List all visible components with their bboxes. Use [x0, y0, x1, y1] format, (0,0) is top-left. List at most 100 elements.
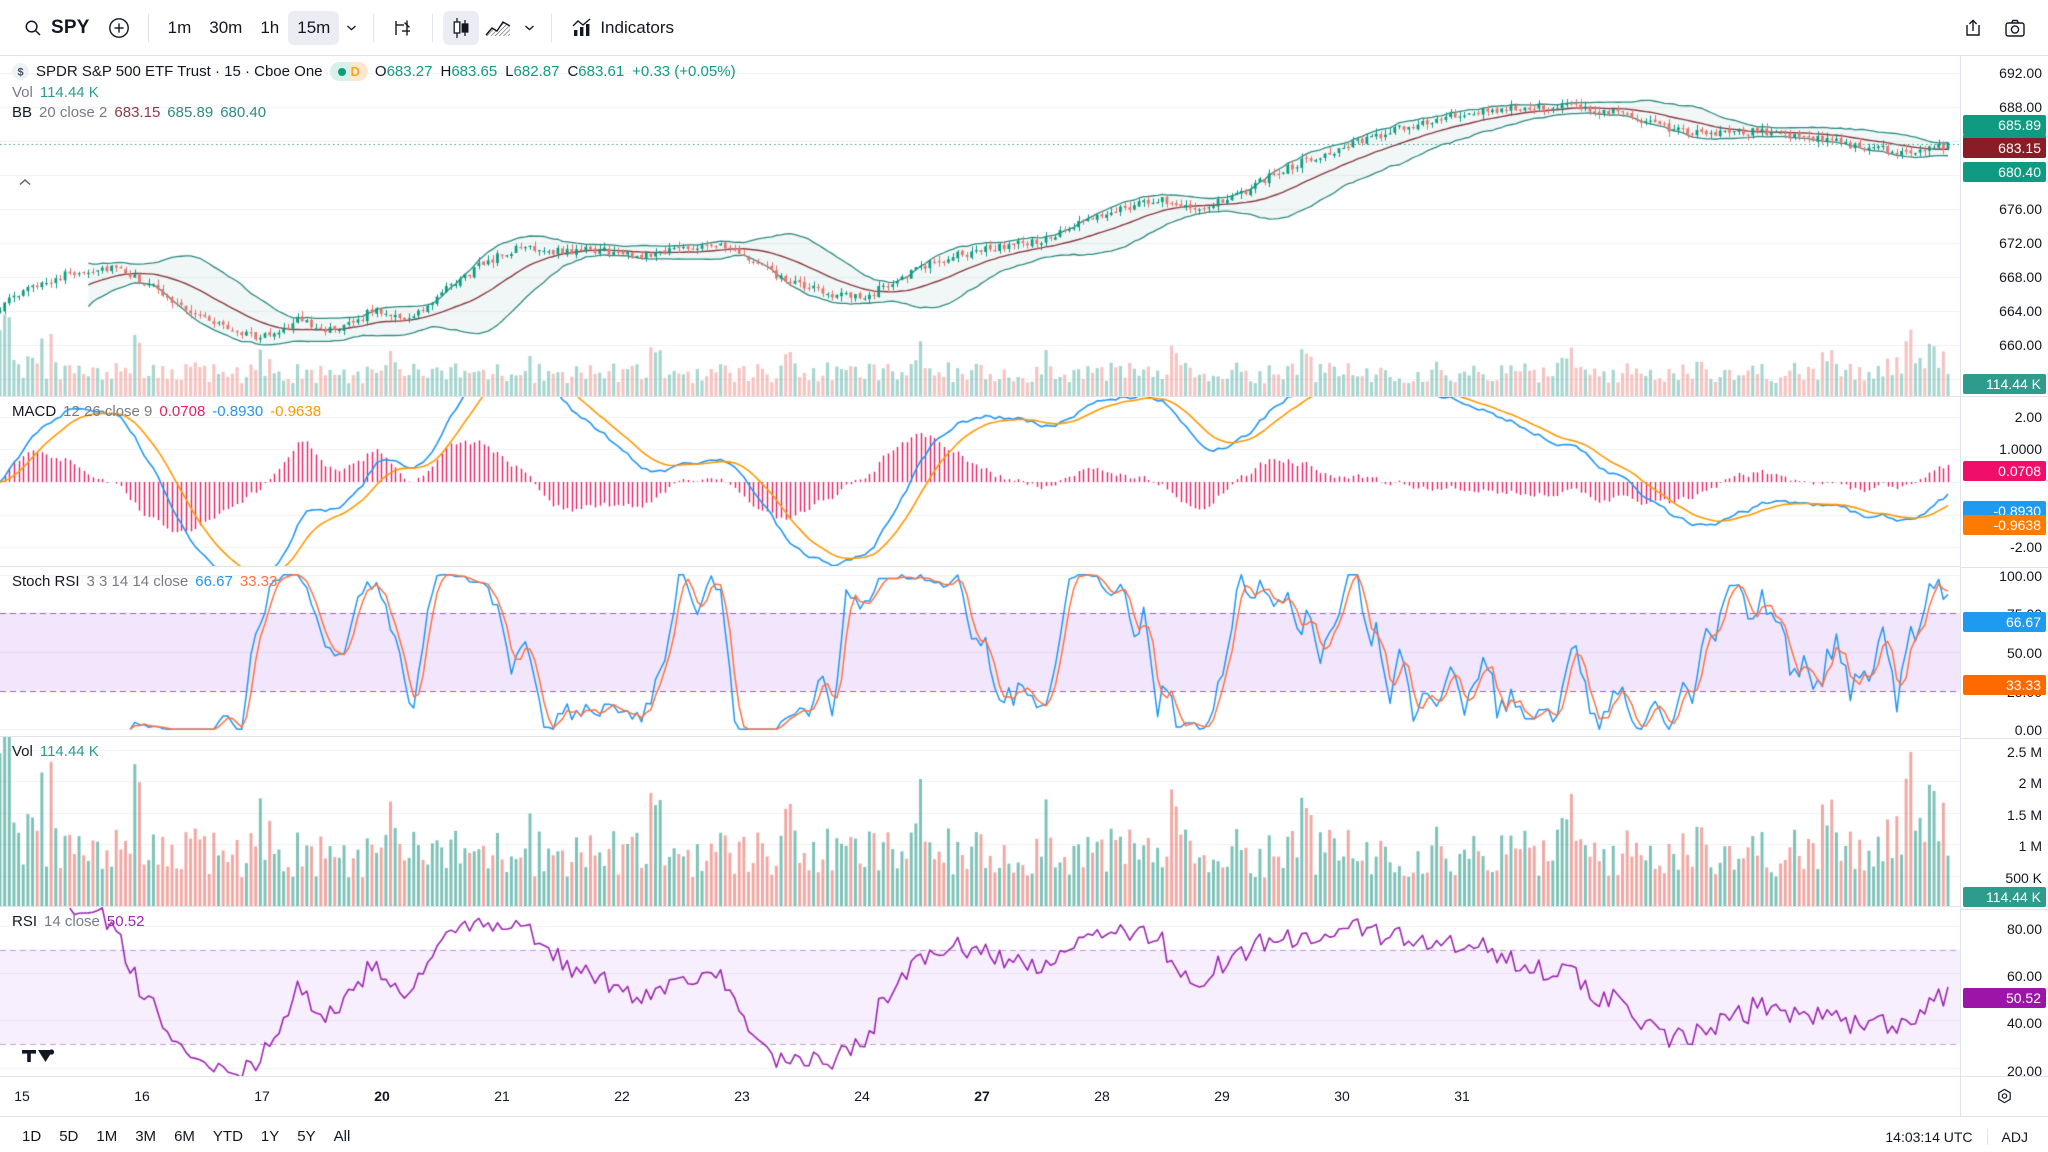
range-button-ytd[interactable]: YTD: [212, 1128, 243, 1145]
volume-canvas[interactable]: [0, 737, 1960, 906]
range-button-5d[interactable]: 5D: [59, 1128, 79, 1145]
rsi-value: 50.52: [106, 913, 145, 930]
timeframe-15m[interactable]: 15m: [288, 10, 340, 45]
symbol-legend-row[interactable]: $ SPDR S&P 500 ETF Trust · 15 · Cboe One…: [12, 62, 736, 81]
price-pane[interactable]: $ SPDR S&P 500 ETF Trust · 15 · Cboe One…: [0, 56, 1960, 396]
chart-style-chevron-down-icon[interactable]: [517, 13, 541, 43]
rsi-canvas[interactable]: [0, 907, 1960, 1076]
range-button-all[interactable]: All: [333, 1128, 351, 1145]
ohlc-values: O683.27 H683.65 L682.87 C683.61 +0.33 (+…: [375, 63, 736, 80]
rsi-badge-last[interactable]: 50.52: [1963, 988, 2046, 1009]
stoch-tick-50: 50.00: [2006, 645, 2042, 661]
search-icon: [24, 19, 42, 37]
time-tick-16: 16: [134, 1088, 150, 1104]
range-button-6m[interactable]: 6M: [174, 1128, 195, 1145]
price-axis[interactable]: 692.00 688.00 676.00 672.00 668.00 664.00 660.…: [1960, 56, 2048, 1079]
adjustment-toggle[interactable]: ADJ: [1986, 1128, 2034, 1145]
macd-name: MACD: [12, 403, 57, 420]
target-settings-icon: [1996, 1088, 2013, 1105]
axis-divider: [1961, 396, 2048, 397]
chart-body: $ SPDR S&P 500 ETF Trust · 15 · Cboe One…: [0, 56, 2048, 1079]
open-label: O: [374, 63, 387, 80]
stoch-rsi-d-value: 33.33: [239, 573, 278, 590]
price-badge-bb-upper[interactable]: 685.89: [1963, 114, 2046, 135]
time-axis[interactable]: 31 30 29 28 27 24 23 22 21 20 17 16 15: [0, 1076, 2048, 1116]
rsi-tick-40: 40.00: [2006, 1015, 2042, 1032]
macd-line-value: -0.8930: [212, 403, 264, 420]
volume-badge-last[interactable]: 114.44 K: [1963, 887, 2046, 907]
range-button-3m[interactable]: 3M: [135, 1128, 157, 1145]
macd-badge-signal[interactable]: -0.9638: [1963, 514, 2046, 535]
time-tick-23: 23: [734, 1088, 750, 1104]
stoch-badge-d[interactable]: 33.33: [1963, 675, 2046, 696]
range-button-5y[interactable]: 5Y: [297, 1128, 316, 1145]
close-label: C: [567, 63, 579, 80]
indicators-button[interactable]: Indicators: [562, 11, 683, 45]
toolbar-divider-2: [373, 13, 375, 42]
time-tick-17: 17: [254, 1088, 270, 1104]
timeframe-1h[interactable]: 1h: [260, 17, 280, 37]
rsi-legend-row[interactable]: RSI 14 close 50.52: [12, 913, 144, 930]
volume-legend: Vol 114.44 K: [12, 743, 99, 760]
bollinger-params: 20 close 2: [39, 104, 108, 121]
stoch-rsi-pane[interactable]: Stoch RSI 3 3 14 14 close 66.67 33.33: [0, 566, 1960, 736]
publish-button[interactable]: [1954, 9, 1992, 47]
time-axis-settings-button[interactable]: [1960, 1077, 2048, 1116]
macd-pane[interactable]: MACD 12 26 close 9 0.0708 -0.8930 -0.963…: [0, 396, 1960, 566]
bollinger-basis-value: 683.15: [114, 104, 161, 121]
high-label: H: [440, 63, 452, 80]
chart-style-button[interactable]: [479, 12, 517, 44]
macd-tick-2: 2.00: [2014, 408, 2042, 425]
rsi-tick-60: 60.00: [2006, 968, 2042, 985]
volume-tick-25M: 2.5 M: [2006, 743, 2042, 760]
bollinger-lower-value: 680.40: [220, 104, 267, 121]
rsi-legend: RSI 14 close 50.52: [12, 913, 144, 930]
macd-canvas[interactable]: [0, 397, 1960, 566]
range-button-1d[interactable]: 1D: [22, 1128, 42, 1145]
axis-divider: [1961, 738, 2048, 739]
price-canvas[interactable]: [0, 56, 1960, 396]
price-tick-660: 660.00: [1999, 337, 2042, 353]
timeframe-chevron-down-icon[interactable]: [339, 13, 363, 43]
timeframe-1m[interactable]: 1m: [167, 17, 192, 37]
collapse-legend-button[interactable]: [14, 174, 36, 190]
share-icon: [1963, 18, 1983, 38]
chart-panes[interactable]: $ SPDR S&P 500 ETF Trust · 15 · Cboe One…: [0, 56, 1960, 1076]
bar-replay-button[interactable]: [384, 9, 422, 47]
low-value: 682.87: [513, 63, 560, 80]
price-badge-volume[interactable]: 114.44 K: [1963, 374, 2046, 394]
add-symbol-button[interactable]: [100, 9, 138, 47]
time-tick-30: 30: [1334, 1088, 1350, 1104]
macd-badge-hist[interactable]: 0.0708: [1963, 460, 2046, 481]
stoch-rsi-canvas[interactable]: [0, 567, 1960, 736]
camera-icon: [2004, 18, 2026, 38]
chart-title: SPDR S&P 500 ETF Trust · 15 · Cboe One: [36, 63, 323, 80]
price-tick-692: 692.00: [1999, 65, 2042, 81]
range-button-1y[interactable]: 1Y: [260, 1128, 280, 1145]
stoch-rsi-name: Stoch RSI: [12, 573, 80, 590]
macd-tick-1: 1.0000: [1999, 441, 2042, 458]
symbol-search-button[interactable]: SPY: [14, 11, 100, 45]
candlestick-chart-button[interactable]: [443, 10, 480, 45]
timeframe-30m[interactable]: 30m: [209, 17, 243, 37]
price-badge-bb-lower[interactable]: 680.40: [1963, 161, 2046, 182]
time-tick-20: 20: [374, 1088, 390, 1104]
candlestick-icon: [448, 16, 474, 40]
stoch-rsi-legend-row[interactable]: Stoch RSI 3 3 14 14 close 66.67 33.33: [12, 573, 277, 590]
macd-params: 12 26 close 9: [63, 403, 153, 420]
volume-overlay-value: 114.44 K: [39, 84, 99, 101]
bollinger-legend-row[interactable]: BB 20 close 2 683.15 685.89 680.40: [12, 104, 736, 121]
stoch-rsi-legend: Stoch RSI 3 3 14 14 close 66.67 33.33: [12, 573, 277, 590]
macd-legend-row[interactable]: MACD 12 26 close 9 0.0708 -0.8930 -0.963…: [12, 403, 321, 420]
axis-divider: [1961, 909, 2048, 910]
volume-legend-row[interactable]: Vol 114.44 K: [12, 743, 99, 760]
price-badge-bb-basis[interactable]: 683.15: [1963, 138, 2046, 159]
rsi-pane[interactable]: RSI 14 close 50.52: [0, 906, 1960, 1076]
range-button-1m[interactable]: 1M: [96, 1128, 118, 1145]
volume-overlay-legend-row[interactable]: Vol 114.44 K: [12, 84, 736, 101]
bollinger-upper-value: 685.89: [167, 104, 214, 121]
time-tick-15: 15: [14, 1088, 30, 1104]
volume-pane[interactable]: Vol 114.44 K: [0, 736, 1960, 906]
stoch-badge-k[interactable]: 66.67: [1963, 612, 2046, 633]
snapshot-button[interactable]: [1996, 9, 2034, 47]
